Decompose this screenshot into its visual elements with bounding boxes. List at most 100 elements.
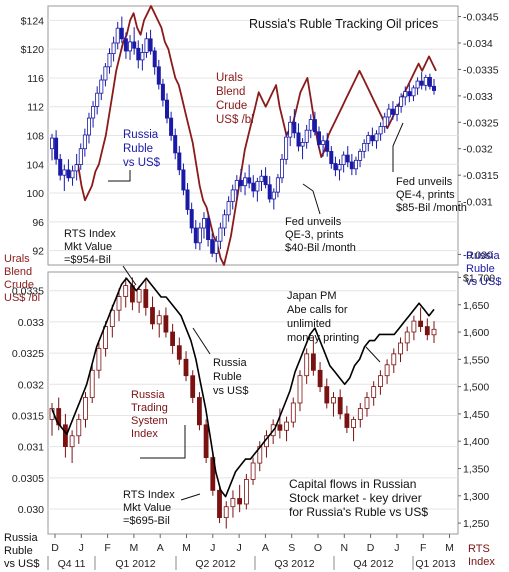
rts-candle-body [398,342,403,355]
x-month-label: J [210,542,215,554]
rts-candle-body [76,418,82,437]
ruble-candle-body [50,137,55,150]
ruble-candle-body [362,142,367,152]
ruble-candle-body [99,79,104,94]
ruble-candle-body [394,106,399,115]
annotation-rts695-3: =$695-Bil [123,515,170,527]
top-left-tick-label: 100 [26,188,44,200]
annotation-qe4-2: QE-4, prints [396,189,455,201]
ruble-candle-body [95,92,100,107]
bottom-right-tick-label: 1,650 [463,300,489,312]
ruble-candle-body [123,38,128,52]
ruble-candle-body [214,240,219,254]
annotation-rts954-1: RTS Index [64,228,116,240]
annotation-abe-2: Abe calls for [287,304,348,316]
ruble-candle-body [189,209,194,229]
ruble-candle-body [148,38,153,52]
ruble-candle-body [222,214,227,229]
rts-candle-body [377,375,383,388]
corner-right-label-2: Index [468,556,495,568]
bottom-right-axis-ticks: $1,700 1,650 1,600 1,550 1,500 1,450 1,400 1,35… [458,272,495,530]
x-quarter-label: Q4 11 [58,558,86,570]
rts-candle-body [163,315,169,333]
x-month-label: J [79,542,84,554]
ruble-candle-body [407,91,412,97]
ruble-candle-body [423,77,428,86]
rts-candle-body [391,353,397,366]
rts-candle-body [176,345,182,360]
ruble-candle-body [271,191,276,200]
top-right-tick-label: -0.032 [463,144,493,156]
top-right-axis-label-line-2: Ruble [466,263,495,275]
x-month-label: M [182,542,191,554]
ruble-candle-body [206,218,211,241]
ruble-candle-body [152,50,157,68]
ruble-candle-body [370,135,375,142]
ruble-candle-body [251,182,256,192]
top-right-tick-label: -0.034 [463,38,493,50]
top-left-tick-label: 96 [32,217,44,229]
x-month-label: N [341,542,349,554]
ruble-candle-body [115,27,120,44]
ruble-candle-body [226,201,231,216]
bottom-left-tick-label: 0.031 [18,442,44,454]
oil-price-line [77,5,437,266]
bottom-right-tick-label: 1,350 [463,464,489,476]
ruble-candle-body [54,137,59,160]
bottom-right-tick-label: 1,550 [463,354,489,366]
x-quarter-label: Q3 2012 [274,558,314,570]
ruble-candle-body [58,158,63,176]
rts-candle-body [324,386,330,404]
ruble-candle-body [304,129,309,143]
ruble-candle-body [431,85,436,91]
rts-candle-body [230,498,236,508]
ruble-candle-body [111,42,116,55]
corner-left-label-3: vs US$ [4,558,39,570]
ruble-candle-body [173,135,178,154]
ruble-candle-body [399,96,404,107]
top-right-axis-label-line-1: Russia [466,250,501,262]
ruble-candle-body [427,77,432,87]
rts-candle-body [243,478,249,505]
rts-candle-body [351,418,357,428]
ruble-candles-series [50,16,436,263]
ruble-candle-body [91,106,96,119]
rts-candle-body [63,424,68,447]
annotation-ruble-pointer [108,170,131,182]
ruble-candle-body [300,141,305,147]
x-month-label: F [420,542,426,554]
annotation-abe-4: money printing [287,332,359,344]
ruble-candle-body [197,227,202,244]
ruble-candle-body [275,177,280,193]
ruble-candle-body [353,159,358,170]
rts-candle-body [83,397,88,420]
bottom-right-tick-label: 1,300 [463,491,489,503]
rts-candle-body [143,289,149,308]
annotation-abe-pointer [365,346,381,363]
annotation-qe3-3: $40-Bil /month [285,242,356,254]
ruble-candle-body [201,218,206,229]
annotation-urals-2: Blend [216,86,245,98]
annotation-rts-index-4: Index [131,428,158,440]
x-month-label: D [51,542,59,554]
rts-candle-body [250,462,256,480]
ruble-candle-body [292,121,297,134]
annotation-capital-3: for Russia's Ruble vs US$ [289,505,428,519]
rts-candle-body [371,386,377,398]
bottom-x-axis-ticks: D J F M A M J J A S O N D J F M Q4 11 Q1 2012 Q2 2012 Q3 20… [47,534,456,570]
annotation-rts954-pointer [122,265,137,286]
ruble-candle-body [411,87,416,97]
ruble-candle-body [185,189,190,210]
rts-candle-body [284,421,290,431]
rts-candle-body [69,435,75,448]
ruble-candle-body [316,131,321,145]
rts-candle-body [290,402,296,423]
rts-candle-body [304,353,310,377]
oil-price-series [77,5,437,266]
x-month-label: A [157,542,164,554]
ruble-candle-body [345,154,350,163]
top-left-axis-label-line-2: Blend [4,266,32,278]
annotation-qe4-pointer [392,122,404,172]
ruble-candle-body [403,91,408,98]
bottom-plot-frame [47,271,459,535]
